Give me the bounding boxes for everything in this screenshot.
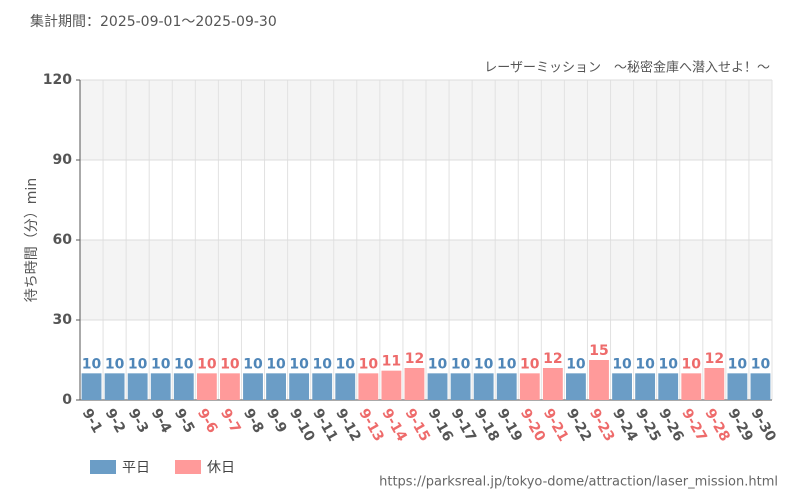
bar	[612, 373, 632, 400]
y-tick-label: 60	[53, 232, 73, 248]
bar	[473, 373, 494, 400]
bar	[335, 373, 356, 400]
data-label: 10	[128, 356, 148, 372]
data-label: 10	[289, 356, 309, 372]
bar	[427, 373, 448, 400]
y-tick-label: 90	[53, 152, 73, 168]
data-label: 10	[312, 356, 332, 372]
data-label: 10	[751, 356, 771, 372]
data-label: 10	[336, 356, 356, 372]
x-tick-label: 9-5	[171, 406, 198, 436]
bar	[704, 368, 725, 400]
data-label: 10	[566, 356, 586, 372]
data-label: 10	[474, 356, 494, 372]
legend-label: 平日	[122, 460, 150, 476]
data-label: 10	[612, 356, 632, 372]
data-label: 10	[682, 356, 702, 372]
x-tick-label: 9-9	[263, 406, 290, 436]
data-label: 10	[635, 356, 655, 372]
x-tick-label: 9-30	[748, 406, 780, 445]
data-label: 10	[105, 356, 125, 372]
data-label: 10	[266, 356, 286, 372]
data-label: 10	[428, 356, 448, 372]
y-axis-title: 待ち時間（分）min	[24, 178, 40, 302]
bar	[220, 373, 240, 400]
bar	[381, 370, 402, 400]
bar	[450, 373, 471, 400]
bar	[404, 368, 425, 400]
bar	[750, 373, 771, 400]
bar	[173, 373, 194, 400]
legend-label: 休日	[207, 460, 235, 476]
bar	[312, 373, 333, 400]
bar	[127, 373, 148, 400]
data-label: 10	[658, 356, 678, 372]
bar	[542, 368, 563, 400]
bar	[519, 373, 540, 400]
legend-swatch	[175, 460, 201, 474]
bar	[358, 373, 379, 400]
data-label: 10	[82, 356, 102, 372]
y-tick-label: 30	[53, 312, 73, 328]
data-label: 15	[589, 343, 608, 359]
x-tick-label: 9-8	[240, 406, 267, 436]
y-tick-label: 120	[43, 72, 72, 88]
x-tick-label: 9-3	[125, 406, 152, 436]
bar	[635, 373, 656, 400]
bar	[266, 373, 286, 400]
data-label: 11	[382, 354, 401, 370]
data-label: 10	[728, 356, 748, 372]
data-label: 10	[197, 356, 217, 372]
data-label: 10	[359, 356, 379, 372]
bar	[681, 373, 702, 400]
data-label: 12	[405, 351, 424, 367]
bar	[104, 373, 125, 400]
x-tick-label: 9-7	[217, 406, 244, 436]
data-label: 12	[543, 351, 562, 367]
chart-title: 集計期間：2025-09-01～2025-09-30	[30, 13, 277, 30]
x-tick-label: 9-4	[148, 406, 175, 436]
data-label: 10	[243, 356, 263, 372]
data-label: 10	[174, 356, 194, 372]
x-tick-label: 9-2	[102, 406, 129, 436]
y-tick-label: 0	[62, 392, 72, 408]
x-tick-label: 9-1	[79, 406, 106, 436]
bar	[196, 373, 217, 400]
bar	[243, 373, 263, 400]
data-label: 10	[520, 356, 540, 372]
data-label: 10	[151, 356, 171, 372]
bar	[658, 373, 679, 400]
data-label: 10	[220, 356, 240, 372]
bar	[566, 373, 586, 400]
data-label: 12	[705, 351, 724, 367]
bar	[727, 373, 748, 400]
x-tick-label: 9-6	[194, 406, 221, 436]
bar	[289, 373, 310, 400]
bar	[496, 373, 517, 400]
data-label: 10	[497, 356, 517, 372]
bar	[150, 373, 171, 400]
bar	[81, 373, 102, 400]
source-url: https://parksreal.jp/tokyo-dome/attracti…	[379, 475, 778, 490]
chart-subtitle: レーザーミッション ～秘密金庫へ潜入せよ！～	[484, 60, 770, 76]
legend-swatch	[90, 460, 116, 474]
bar	[589, 360, 609, 400]
data-label: 10	[451, 356, 471, 372]
